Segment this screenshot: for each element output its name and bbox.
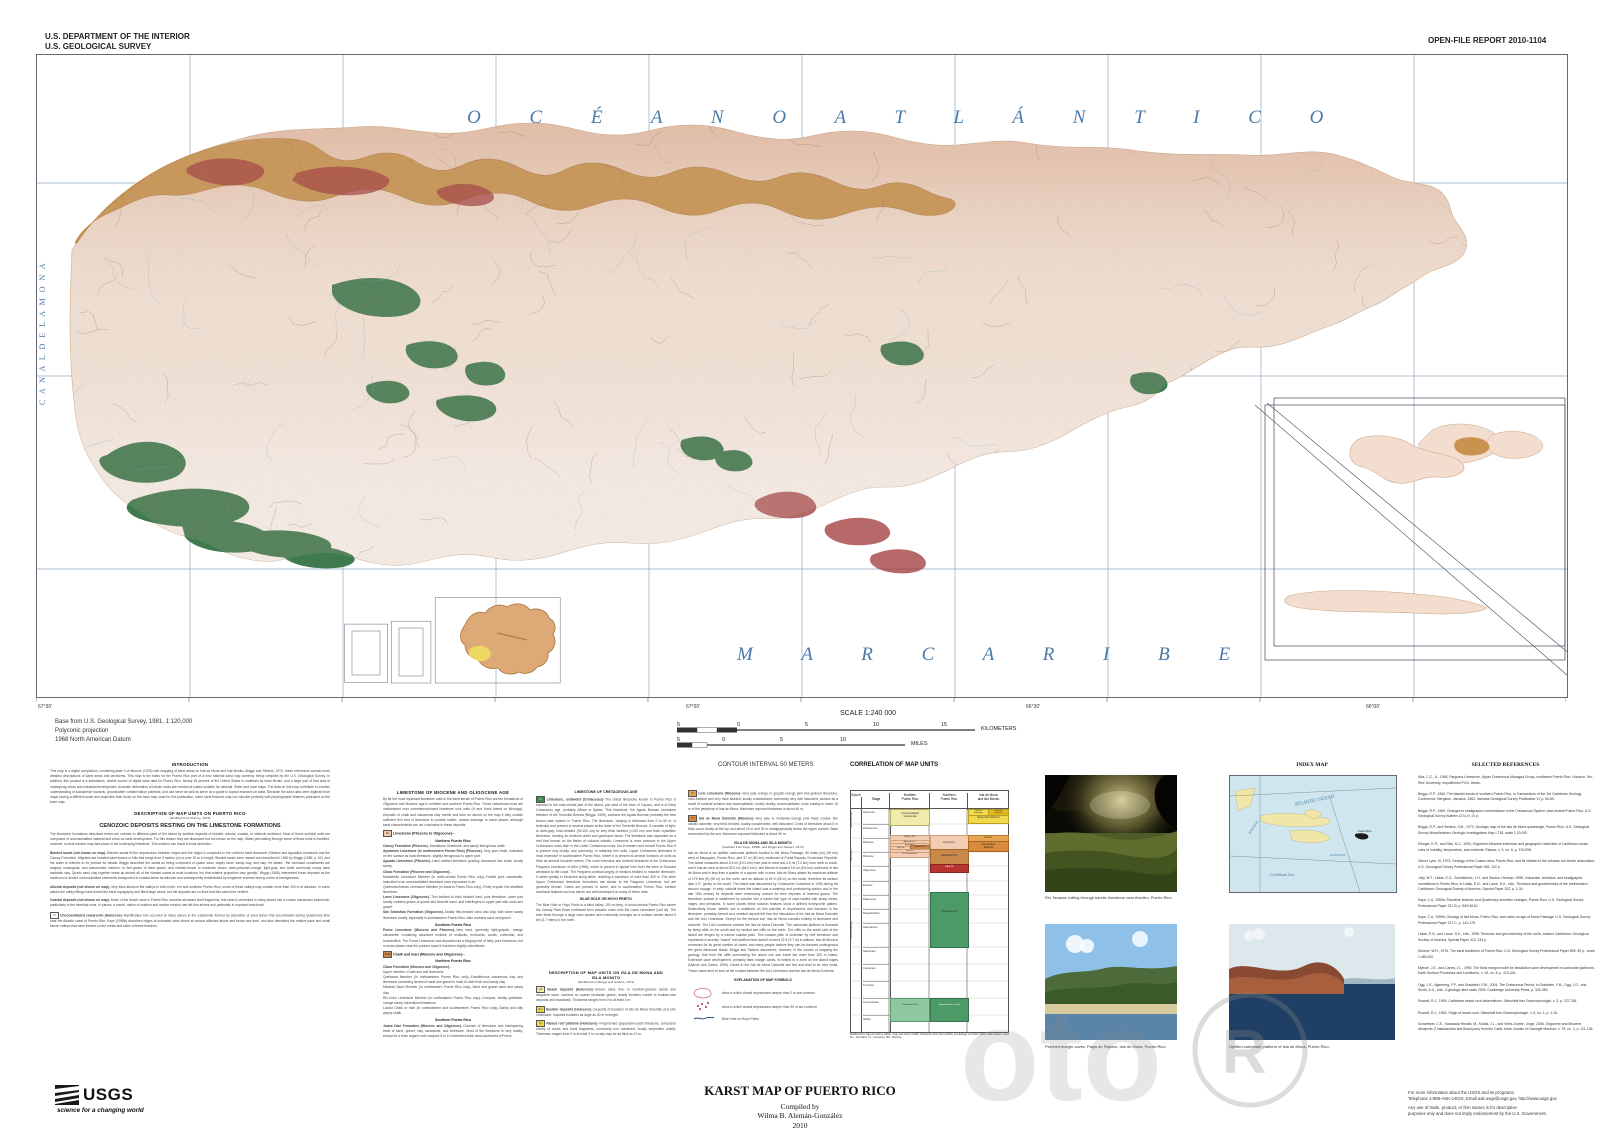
svg-text:O C É A N O A T L Á N T I C: O C É A N O A T L Á N T I C O <box>467 106 1345 128</box>
svg-text:5: 5 <box>780 737 783 743</box>
svg-text:0: 0 <box>737 722 740 728</box>
svg-text:10: 10 <box>873 722 879 728</box>
svg-text:M A R C A R I B E: M A R C A R I B E <box>736 644 1252 665</box>
svg-text:Blue Hole on Hoyo Prieto: Blue Hole on Hoyo Prieto <box>722 1017 759 1021</box>
svg-text:5: 5 <box>677 737 680 743</box>
svg-text:Caribbean Sea: Caribbean Sea <box>1270 872 1294 877</box>
svg-text:MILES: MILES <box>911 741 928 747</box>
svg-text:0: 0 <box>722 737 725 743</box>
svg-text:ANTILLES: ANTILLES <box>1329 853 1346 857</box>
svg-text:66°30': 66°30' <box>1026 704 1040 710</box>
svg-text:5: 5 <box>805 722 808 728</box>
svg-text:Area in which closed depressio: Area in which closed depressions deeper … <box>722 1005 817 1009</box>
svg-text:10: 10 <box>840 737 846 743</box>
svg-text:Puerto Rico: Puerto Rico <box>1358 829 1372 833</box>
svg-text:67°30': 67°30' <box>38 704 52 710</box>
svg-text:15: 15 <box>941 722 947 728</box>
svg-text:5: 5 <box>677 722 680 728</box>
svg-text:67°00': 67°00' <box>686 704 700 710</box>
svg-text:Area in which closed depressio: Area in which closed depressions deeper … <box>722 991 815 995</box>
svg-text:C A N A L D E L A M O N: C A N A L D E L A M O N A <box>38 261 47 405</box>
svg-text:KILOMETERS: KILOMETERS <box>981 726 1017 732</box>
svg-text:66°00': 66°00' <box>1366 704 1380 710</box>
